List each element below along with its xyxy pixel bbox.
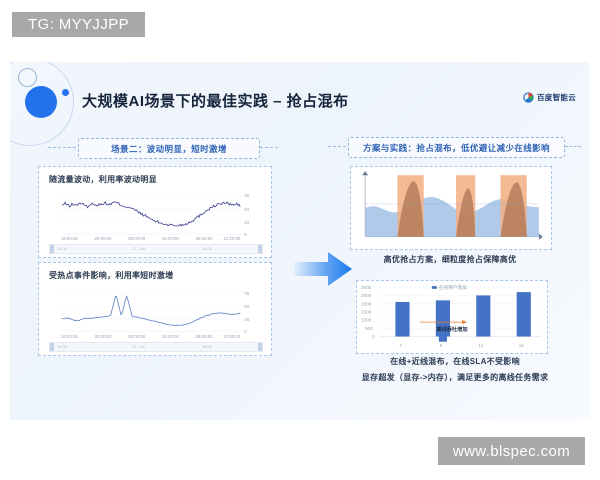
watermark-bottom-right: www.blspec.com bbox=[438, 437, 585, 465]
slide-canvas: 大规模AI场景下的最佳实践 – 抢占混布 百度智能云 场景二：波动明显，短时激增… bbox=[10, 62, 590, 420]
svg-text:3000: 3000 bbox=[361, 285, 372, 290]
chart-panel-preemption bbox=[350, 166, 552, 250]
brand-name: 百度智能云 bbox=[537, 93, 576, 102]
area-chart-preemption-svg bbox=[362, 171, 543, 240]
decor-ring-icon bbox=[18, 68, 37, 87]
minimap-label-0: 16:00 bbox=[57, 246, 68, 251]
svg-text:12:00:00: 12:00:00 bbox=[223, 236, 241, 241]
svg-text:20:00:00: 20:00:00 bbox=[95, 334, 113, 339]
svg-text:08:00:00: 08:00:00 bbox=[196, 236, 214, 241]
svg-text:00:00:00: 00:00:00 bbox=[128, 236, 146, 241]
baidu-cloud-logo-icon bbox=[523, 92, 534, 103]
chart-minimap-fluctuation[interactable]: 16:00 17. Jun 08:00 bbox=[49, 244, 263, 254]
minimap-handle-right[interactable] bbox=[258, 245, 262, 253]
svg-text:2500: 2500 bbox=[361, 293, 372, 298]
decor-blue-dot-icon bbox=[62, 89, 69, 96]
svg-text:12: 12 bbox=[478, 343, 483, 348]
svg-text:30: 30 bbox=[244, 193, 250, 198]
svg-text:16:00:00: 16:00:00 bbox=[61, 334, 79, 339]
svg-text:00:00:00: 00:00:00 bbox=[128, 334, 146, 339]
chart-caption-spike: 受热点事件影响，利用率短时激增 bbox=[49, 271, 174, 280]
bar-negative-1 bbox=[438, 336, 447, 342]
chart-panel-offline-throughput: 3000 2500 2000 1500 1000 500 0 4 8 12 16… bbox=[356, 280, 548, 354]
brand-logo: 百度智能云 bbox=[523, 92, 576, 103]
minimap-label-0: 16:00 bbox=[57, 344, 68, 349]
svg-text:25: 25 bbox=[244, 317, 250, 322]
minimap-handle-left[interactable] bbox=[50, 245, 54, 253]
right-arrow-icon bbox=[294, 252, 352, 286]
svg-text:08:00:00: 08:00:00 bbox=[196, 334, 214, 339]
svg-text:75: 75 bbox=[244, 291, 250, 296]
chart-annotation-offline-throughput: 离线吞吐增加 bbox=[436, 327, 468, 333]
svg-text:0: 0 bbox=[244, 232, 247, 237]
chip-lead-left-1 bbox=[48, 147, 76, 148]
bar-chart-offline-throughput-svg: 3000 2500 2000 1500 1000 500 0 4 8 12 16… bbox=[361, 284, 541, 348]
svg-text:0: 0 bbox=[244, 329, 247, 334]
chart-caption-preemption: 高优抢占方案，细粒度抢占保障高优 bbox=[383, 255, 517, 264]
bar-2 bbox=[476, 295, 491, 337]
minimap-label-2: 08:00 bbox=[202, 246, 213, 251]
minimap-label-1: 17. Jun bbox=[132, 344, 146, 349]
section-chip-right: 方案与实践：抢占混布，低优避让减少在线影响 bbox=[348, 137, 565, 158]
chip-lead-left-2 bbox=[260, 147, 278, 148]
chart-minimap-spike[interactable]: 16:00 17. Jun 08:00 bbox=[49, 342, 263, 352]
chip-lead-right-2 bbox=[565, 146, 581, 147]
bar-0 bbox=[395, 301, 410, 337]
bar-1 bbox=[435, 300, 450, 337]
svg-text:4: 4 bbox=[399, 343, 402, 348]
chart-panel-utilization-fluctuation: 随流量波动，利用率波动明显 30 20 10 0 16:00:00 20:00:… bbox=[38, 166, 272, 258]
svg-text:20: 20 bbox=[244, 207, 250, 212]
svg-text:20:00:00: 20:00:00 bbox=[95, 236, 113, 241]
svg-text:2000: 2000 bbox=[361, 301, 372, 306]
svg-text:50: 50 bbox=[244, 304, 250, 309]
chart-panel-utilization-spike: 受热点事件影响，利用率短时激增 75 50 25 0 16:00:00 20:0… bbox=[38, 262, 272, 356]
line-chart-spike-svg: 75 50 25 0 16:00:00 20:00:00 00:00:00 04… bbox=[61, 291, 250, 339]
svg-text:16: 16 bbox=[519, 343, 524, 348]
svg-text:04:00:00: 04:00:00 bbox=[162, 334, 180, 339]
line-chart-fluctuation-svg: 30 20 10 0 16:00:00 20:00:00 00:00:00 04… bbox=[61, 193, 250, 241]
chart-plot-spike: 75 50 25 0 16:00:00 20:00:00 00:00:00 04… bbox=[47, 285, 265, 339]
chip-lead-right-1 bbox=[328, 146, 346, 147]
right-footer-line-2: 显存超发（显存->内存），满足更多的离线任务需求 bbox=[361, 373, 549, 382]
svg-text:04:00:00: 04:00:00 bbox=[162, 236, 180, 241]
watermark-top-left: TG: MYYJJPP bbox=[12, 12, 145, 37]
svg-text:500: 500 bbox=[365, 326, 373, 331]
decor-blue-circle-icon bbox=[25, 86, 57, 118]
svg-text:12:00:00: 12:00:00 bbox=[223, 334, 241, 339]
minimap-handle-right[interactable] bbox=[258, 343, 262, 351]
svg-text:8: 8 bbox=[440, 343, 443, 348]
chart-caption-fluctuation: 随流量波动，利用率波动明显 bbox=[49, 175, 157, 184]
minimap-label-1: 17. Jun bbox=[132, 246, 146, 251]
right-footer-line-1: 在线+近线混布，在线SLA不受影响 bbox=[390, 357, 520, 366]
svg-text:0: 0 bbox=[372, 334, 375, 339]
bar-3 bbox=[516, 292, 531, 337]
minimap-label-2: 08:00 bbox=[202, 344, 213, 349]
svg-text:1000: 1000 bbox=[361, 318, 372, 323]
svg-text:在线用户增加: 在线用户增加 bbox=[439, 284, 467, 291]
svg-text:1500: 1500 bbox=[361, 309, 372, 314]
svg-text:10: 10 bbox=[244, 220, 250, 225]
section-chip-left: 场景二：波动明显，短时激增 bbox=[78, 138, 260, 159]
page-title: 大规模AI场景下的最佳实践 – 抢占混布 bbox=[82, 93, 349, 110]
minimap-handle-left[interactable] bbox=[50, 343, 54, 351]
svg-text:16:00:00: 16:00:00 bbox=[61, 236, 79, 241]
chart-plot-fluctuation: 30 20 10 0 16:00:00 20:00:00 00:00:00 04… bbox=[47, 189, 265, 241]
